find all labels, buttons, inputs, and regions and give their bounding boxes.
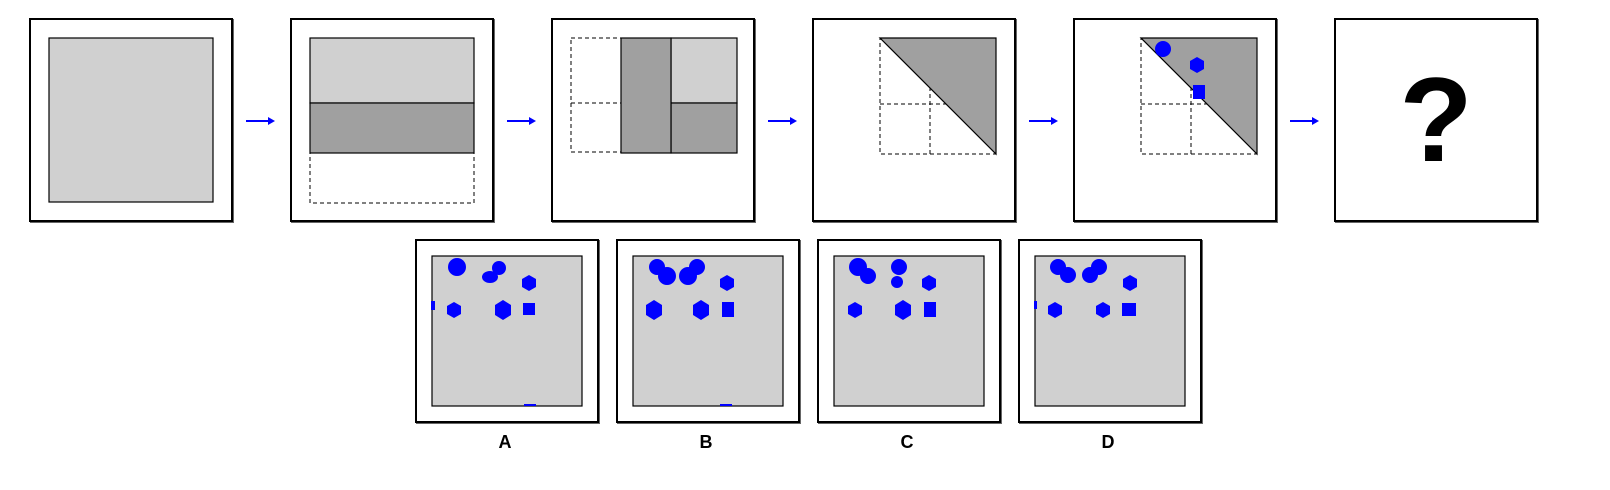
sequence-step-1 (29, 18, 233, 222)
option-b-label: B (686, 432, 726, 453)
sequence-step-unknown: ? (1334, 18, 1538, 222)
step-3-figure (553, 20, 753, 220)
answer-option-d[interactable] (1018, 239, 1202, 423)
option-a-label: A (485, 432, 525, 453)
punch-hole-square (1193, 85, 1205, 99)
arrow-icon (246, 116, 276, 126)
step-2-figure (292, 20, 492, 220)
arrow-icon (507, 116, 537, 126)
sequence-step-5 (1073, 18, 1277, 222)
step-5-figure (1075, 20, 1275, 220)
arrow-icon (1290, 116, 1320, 126)
sequence-step-3 (551, 18, 755, 222)
answer-option-a[interactable] (415, 239, 599, 423)
answer-option-c[interactable] (817, 239, 1001, 423)
option-b-figure (618, 241, 798, 421)
answer-option-b[interactable] (616, 239, 800, 423)
arrow-icon (1029, 116, 1059, 126)
question-mark: ? (1336, 20, 1536, 220)
option-c-figure (819, 241, 999, 421)
arrow-icon (768, 116, 798, 126)
option-c-label: C (887, 432, 927, 453)
option-d-figure (1020, 241, 1200, 421)
option-a-figure (417, 241, 597, 421)
option-d-label: D (1088, 432, 1128, 453)
punch-hole-circle (1155, 41, 1171, 57)
step-1-figure (31, 20, 231, 220)
sequence-step-4 (812, 18, 1016, 222)
sequence-step-2 (290, 18, 494, 222)
step-4-figure (814, 20, 1014, 220)
